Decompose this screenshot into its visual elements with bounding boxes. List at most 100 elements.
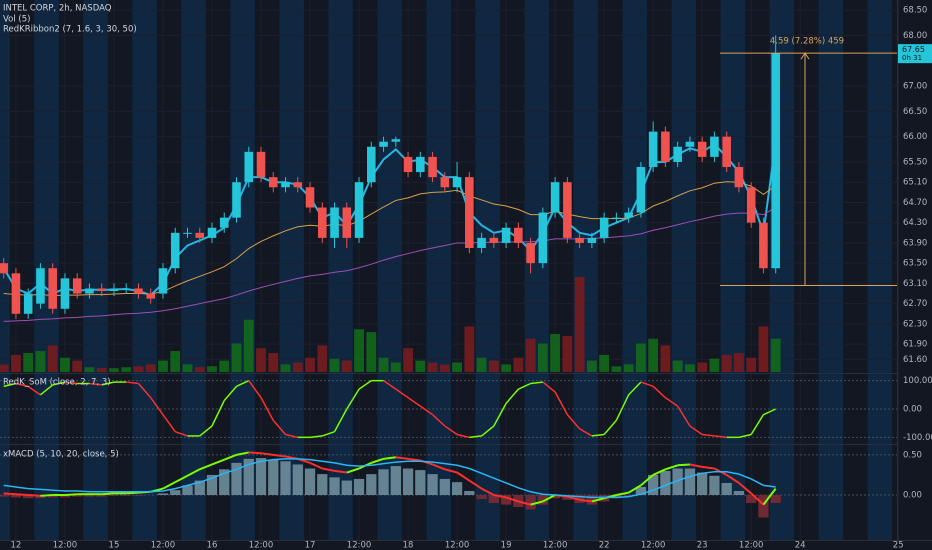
candle-body <box>330 207 339 238</box>
volume-bar <box>231 343 242 372</box>
volume-bar <box>709 358 720 372</box>
y-tick-label: 66.50 <box>903 107 927 117</box>
session-stripe <box>426 0 451 540</box>
candle-body <box>771 53 780 269</box>
volume-bar <box>268 353 279 372</box>
volume-bar <box>243 319 254 372</box>
indicator-segment <box>750 492 765 506</box>
indicator-title: xMACD (5, 10, 20, close, 5) <box>3 450 119 460</box>
volume-bar <box>734 353 744 372</box>
y-tick-label: 0.00 <box>903 405 922 415</box>
indicator-segment <box>407 397 421 407</box>
x-tick-label: 19 <box>501 541 512 550</box>
volume-bar <box>292 362 303 372</box>
indicator-segment <box>591 433 605 437</box>
session-stripe <box>671 0 697 540</box>
x-tick-label: 12:00 <box>641 541 666 550</box>
session-stripe <box>377 0 402 540</box>
volume-bar <box>721 354 732 372</box>
volume-bar <box>170 351 181 372</box>
histogram-bar <box>255 458 267 496</box>
indicator-segment <box>89 382 102 386</box>
histogram-bar <box>611 495 622 499</box>
session-stripe <box>230 0 255 540</box>
indicator-segment <box>285 433 298 439</box>
indicator-segment <box>567 495 580 501</box>
volume-bar <box>452 362 462 372</box>
volume-bar <box>11 354 21 372</box>
candle-body <box>759 222 768 269</box>
histogram-bar <box>451 482 463 496</box>
indicator-segment <box>763 408 776 416</box>
candle-body <box>158 268 168 294</box>
indicator-segment <box>174 474 188 484</box>
volume-bar <box>513 357 524 372</box>
indicator-segment <box>542 494 556 503</box>
candle-body <box>379 141 388 147</box>
y-tick-label: 64.30 <box>903 218 927 228</box>
volume-bar <box>685 364 695 372</box>
indicator-segment <box>665 464 678 471</box>
indicator-title: RedKRibbon2 (7, 1.6, 3, 30, 50) <box>3 25 137 35</box>
indicator-segment <box>101 381 115 386</box>
indicator-segment <box>137 383 152 399</box>
volume-bar <box>476 357 487 372</box>
candle-body <box>599 217 609 238</box>
histogram-bar <box>170 490 181 496</box>
indicator-segment <box>456 471 470 482</box>
histogram-bar <box>219 469 230 496</box>
indicator-segment <box>762 487 777 506</box>
indicator-segment <box>505 388 519 404</box>
candle-body <box>428 156 437 178</box>
histogram-bar <box>549 495 561 499</box>
countdown-label: 0h 31 <box>902 54 922 62</box>
volume-bar <box>562 335 573 372</box>
x-tick-label: 24 <box>795 541 806 550</box>
candle-body <box>134 288 143 294</box>
histogram-bar <box>746 495 757 504</box>
histogram-bar <box>35 495 46 499</box>
volume-bar <box>145 364 156 372</box>
indicator-segment <box>702 433 715 437</box>
volume-bar <box>488 360 499 372</box>
histogram-bar <box>537 495 549 505</box>
x-tick-label: 22 <box>599 541 610 550</box>
histogram-bar <box>304 468 316 496</box>
chart-title: INTEL CORP, 2h, NASDAQ <box>3 4 112 14</box>
histogram-bar <box>96 495 107 497</box>
histogram-bar <box>500 495 512 505</box>
indicator-line <box>2 141 777 297</box>
candle-body <box>648 131 658 168</box>
indicator-segment <box>530 500 544 506</box>
candle-body <box>452 177 462 188</box>
indicator-segment <box>652 385 666 399</box>
indicator-segment <box>493 402 507 427</box>
x-tick-label: 17 <box>305 541 316 550</box>
volume-bar <box>635 343 646 372</box>
candle-body <box>60 278 70 309</box>
histogram-bar <box>672 468 683 496</box>
indicator-segment <box>150 397 164 416</box>
indicator-segment <box>419 405 433 416</box>
indicator-segment <box>236 379 250 388</box>
volume-bar <box>280 364 291 372</box>
volume-bar <box>109 368 119 372</box>
indicator-segment <box>187 468 201 477</box>
candle-body <box>256 151 266 178</box>
x-tick-label: 12:00 <box>53 541 78 550</box>
candle-body <box>183 232 192 234</box>
indicator-segment <box>383 456 396 460</box>
volume-bar <box>770 338 781 372</box>
candle-body <box>477 237 486 248</box>
histogram-bar <box>697 472 708 496</box>
candle-body <box>563 182 572 238</box>
histogram-bar <box>390 466 401 496</box>
y-tick-label: 68.50 <box>903 6 927 16</box>
candle-body <box>526 242 535 264</box>
candle-body <box>23 293 33 314</box>
candle-body <box>612 217 621 219</box>
candle-body <box>440 177 450 188</box>
indicator-segment <box>444 425 458 436</box>
indicator-segment <box>236 451 249 456</box>
histogram-bar <box>317 474 328 496</box>
